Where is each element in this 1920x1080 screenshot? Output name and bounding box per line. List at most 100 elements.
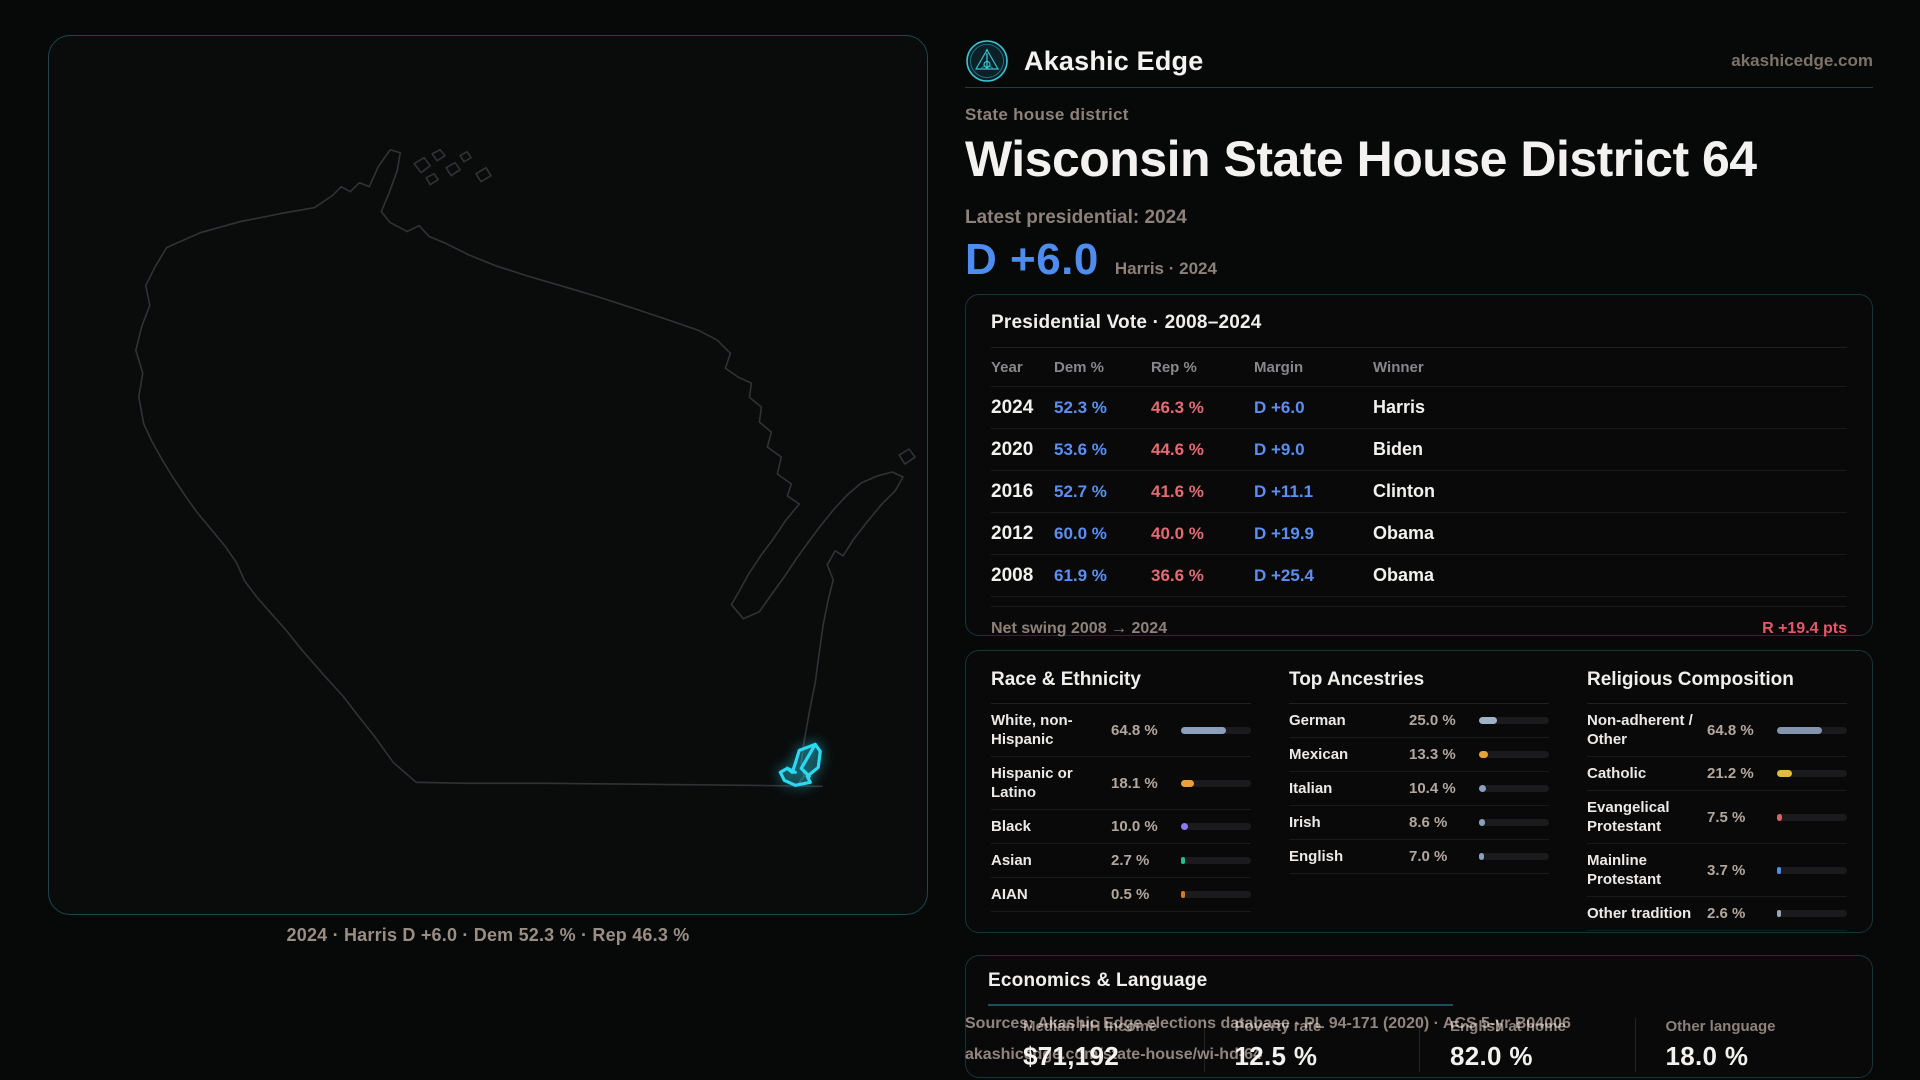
wisconsin-map xyxy=(135,148,916,788)
table-body: 2024 52.3 % 46.3 % D +6.0 Harris 2020 53.6 % 44… xyxy=(991,387,1847,597)
brand-header: Akashic Edge akashicedge.com xyxy=(965,35,1873,88)
demographic-label: Hispanic or Latino xyxy=(991,765,1073,801)
margin-context: Harris · 2024 xyxy=(1114,259,1217,278)
table-cell: Obama xyxy=(1373,565,1435,585)
column-header: Year xyxy=(991,359,1023,376)
demographic-row: Catholic 21.2 % xyxy=(1587,757,1847,791)
demographics-column: Religious Composition Non-adherent / Othe… xyxy=(1587,669,1847,932)
table-cell: Harris xyxy=(1373,397,1426,417)
demographic-row: Non-adherent / Other 64.8 % xyxy=(1587,704,1847,757)
table-cell: 44.6 % xyxy=(1151,439,1204,459)
bar-track xyxy=(1181,891,1251,898)
stat-label: Other language xyxy=(1665,1018,1776,1035)
demographic-value: 10.0 % xyxy=(1111,818,1158,835)
bar-track xyxy=(1777,866,1847,874)
district-highlight xyxy=(778,742,822,787)
demographic-label: White, non-Hispanic xyxy=(991,712,1073,748)
table-row: 2008 61.9 % 36.6 % D +25.4 Obama xyxy=(991,555,1847,597)
demographic-row: White, non-Hispanic 64.8 % xyxy=(991,704,1251,757)
bar-fill xyxy=(1181,891,1185,898)
stat: Poverty rate 12.5 % xyxy=(1203,1018,1420,1072)
map-caption: 2024 · Harris D +6.0 · Dem 52.3 % · Rep … xyxy=(286,925,690,945)
bar-track xyxy=(1181,823,1251,830)
section-title: Top Ancestries xyxy=(1289,669,1549,704)
table-cell: Obama xyxy=(1373,523,1435,543)
table-row: 2012 60.0 % 40.0 % D +19.9 Obama xyxy=(991,513,1847,555)
demographic-row: Mexican 13.3 % xyxy=(1289,738,1549,772)
demographic-label: Evangelical Protestant xyxy=(1587,799,1670,835)
table-cell: 2020 xyxy=(991,438,1034,460)
apostle-islands xyxy=(413,148,916,465)
table-cell: D +19.9 xyxy=(1254,523,1315,543)
demographic-value: 2.6 % xyxy=(1707,905,1746,922)
demographics-column: Top Ancestries German 25.0 % Mexican 13.3 % I… xyxy=(1289,669,1549,932)
table-cell: Clinton xyxy=(1373,481,1435,501)
bar-fill xyxy=(1479,717,1497,724)
table-cell: 46.3 % xyxy=(1151,397,1204,417)
demographic-value: 18.1 % xyxy=(1111,774,1158,792)
demographic-row: Mainline Protestant 3.7 % xyxy=(1587,844,1847,897)
demographic-label: Mainline Protestant xyxy=(1587,852,1662,888)
demographic-value: 8.6 % xyxy=(1409,814,1448,831)
latest-presidential-label: Latest presidential: 2024 xyxy=(965,207,1187,228)
table-cell: 2024 xyxy=(991,396,1034,418)
table-cell: 36.6 % xyxy=(1151,565,1204,585)
net-swing-value: R +19.4 pts xyxy=(1762,620,1847,637)
stat-label: Poverty rate xyxy=(1234,1018,1322,1035)
demographic-value: 2.7 % xyxy=(1111,852,1150,869)
section-title: Religious Composition xyxy=(1587,669,1847,704)
table-cell: D +9.0 xyxy=(1254,439,1305,459)
stat-label: English at home xyxy=(1450,1018,1566,1035)
stat-value: 18.0 % xyxy=(1665,1041,1749,1071)
bar-track xyxy=(1777,726,1847,734)
table-cell: D +25.4 xyxy=(1254,565,1315,585)
table-cell: 40.0 % xyxy=(1151,523,1204,543)
table-cell: 60.0 % xyxy=(1054,523,1107,543)
brand-logo-icon xyxy=(965,39,1009,83)
bar-fill xyxy=(1181,823,1188,830)
stat-value: 12.5 % xyxy=(1234,1041,1318,1071)
bar-fill xyxy=(1479,819,1486,826)
demographic-value: 13.3 % xyxy=(1409,746,1456,763)
card-title: Economics & Language xyxy=(988,970,1208,991)
table-cell: 52.3 % xyxy=(1054,397,1107,417)
demographic-row: Irish 8.6 % xyxy=(1289,806,1549,840)
bar-fill xyxy=(1777,813,1783,821)
stat-label: Median HH Income xyxy=(1023,1018,1158,1035)
bar-track xyxy=(1777,813,1847,821)
state-outline-path xyxy=(135,148,904,788)
bar-track xyxy=(1479,819,1549,826)
table-cell: 2016 xyxy=(991,480,1034,502)
bar-fill xyxy=(1777,910,1781,917)
demographic-value: 3.7 % xyxy=(1707,861,1746,879)
demographic-label: Italian xyxy=(1289,780,1333,797)
site-domain-link[interactable]: akashicedge.com xyxy=(1731,51,1873,70)
demographic-label: Other tradition xyxy=(1587,905,1692,922)
demographic-value: 7.5 % xyxy=(1707,808,1746,826)
bar-track xyxy=(1181,857,1251,864)
table-cell: Biden xyxy=(1373,439,1424,459)
table-cell: 52.7 % xyxy=(1054,481,1107,501)
page-title: Wisconsin State House District 64 xyxy=(965,131,1757,187)
demographic-value: 21.2 % xyxy=(1707,765,1754,782)
bar-fill xyxy=(1181,726,1227,734)
stat: Other language 18.0 % xyxy=(1634,1018,1851,1072)
column-header: Dem % xyxy=(1054,359,1105,376)
bar-track xyxy=(1479,853,1549,860)
table-row: 2020 53.6 % 44.6 % D +9.0 Biden xyxy=(991,429,1847,471)
bar-fill xyxy=(1777,866,1781,874)
bar-fill xyxy=(1479,751,1489,758)
demographic-label: Black xyxy=(991,818,1032,835)
demographics-column: Race & Ethnicity White, non-Hispanic 64.8 … xyxy=(991,669,1251,932)
bar-track xyxy=(1479,785,1549,792)
demographic-label: AIAN xyxy=(991,886,1028,903)
demographic-label: English xyxy=(1289,848,1344,865)
stat-value: $71,192 xyxy=(1023,1041,1120,1071)
bar-track xyxy=(1479,751,1549,758)
brand-name: Akashic Edge xyxy=(1024,45,1204,76)
report-panel: Akashic Edge akashicedge.com State house… xyxy=(965,35,1873,1080)
table-cell: 2008 xyxy=(991,564,1034,586)
economics-card: Economics & Language Median HH Income $71… xyxy=(965,955,1873,1078)
table-cell: D +6.0 xyxy=(1254,397,1305,417)
demographic-row: Other tradition 2.6 % xyxy=(1587,897,1847,931)
